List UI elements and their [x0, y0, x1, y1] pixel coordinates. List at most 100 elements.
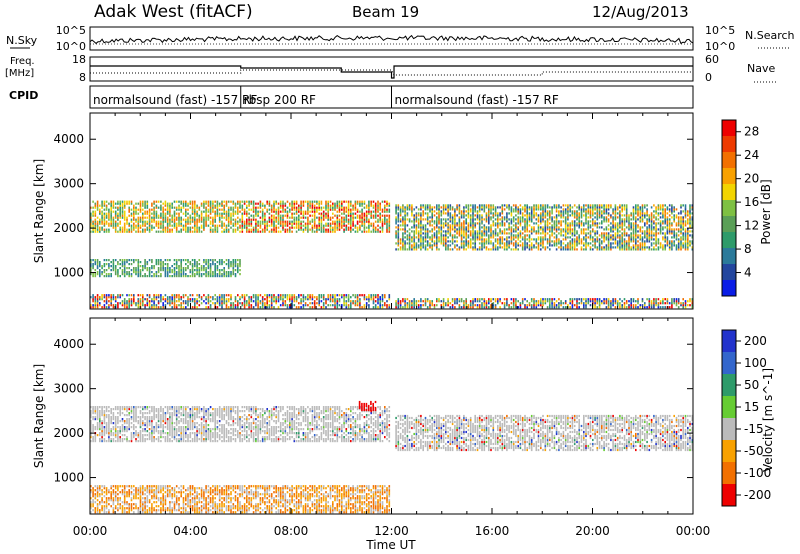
- heatmap-cell: [481, 216, 483, 219]
- heatmap-cell: [426, 220, 429, 223]
- heatmap-cell: [463, 236, 465, 239]
- heatmap-cell: [637, 236, 639, 239]
- heatmap-cell: [451, 218, 454, 221]
- heatmap-cell: [377, 220, 379, 223]
- heatmap-cell: [433, 228, 436, 231]
- heatmap-cell: [406, 206, 409, 209]
- heatmap-cell: [469, 242, 472, 245]
- heatmap-cell: [123, 298, 126, 301]
- heatmap-cell: [203, 202, 205, 205]
- heatmap-cell: [592, 212, 594, 215]
- heatmap-cell: [270, 218, 273, 221]
- heatmap-cell: [451, 242, 454, 245]
- heatmap-cell: [304, 216, 307, 219]
- heatmap-cell: [194, 222, 196, 225]
- heatmap-cell: [490, 304, 492, 307]
- heatmap-cell: [639, 244, 642, 247]
- heatmap-cell: [399, 240, 402, 243]
- heatmap-cell: [180, 200, 182, 203]
- heatmap-cell: [598, 208, 601, 211]
- heatmap-cell: [648, 218, 651, 221]
- heatmap-cell: [474, 218, 476, 221]
- heatmap-cell: [521, 298, 524, 301]
- heatmap-cell: [612, 228, 614, 231]
- heatmap-cell: [555, 304, 558, 307]
- heatmap-cell: [284, 208, 287, 211]
- heatmap-cell: [146, 267, 149, 270]
- heatmap-cell: [420, 230, 422, 233]
- heatmap-cell: [560, 302, 562, 305]
- heatmap-cell: [352, 212, 354, 215]
- heatmap-cell: [146, 302, 149, 305]
- heatmap-cell: [445, 204, 447, 207]
- heatmap-cell: [92, 222, 94, 225]
- heatmap-cell: [96, 220, 99, 223]
- heatmap-cell: [148, 306, 151, 309]
- heatmap-cell: [264, 228, 266, 231]
- heatmap-cell: [338, 228, 341, 231]
- heatmap-cell: [169, 206, 171, 209]
- heatmap-cell: [259, 200, 262, 203]
- heatmap-cell: [492, 244, 495, 247]
- heatmap-cell: [637, 218, 639, 221]
- heatmap-cell: [243, 300, 246, 303]
- heatmap-cell: [261, 208, 264, 211]
- heatmap-cell: [492, 236, 495, 239]
- heatmap-cell: [311, 208, 314, 211]
- heatmap-cell: [485, 226, 488, 229]
- heatmap-cell: [139, 265, 142, 268]
- heatmap-cell: [282, 222, 284, 225]
- heatmap-cell: [350, 204, 352, 207]
- heatmap-cell: [273, 210, 275, 213]
- heatmap-cell: [469, 230, 472, 233]
- heatmap-cell: [368, 304, 370, 307]
- heatmap-cell: [635, 238, 637, 241]
- heatmap-cell: [537, 208, 540, 211]
- heatmap-cell: [374, 206, 377, 209]
- heatmap-cell: [130, 273, 133, 276]
- heatmap-cell: [587, 300, 590, 303]
- heatmap-cell: [350, 214, 352, 217]
- heatmap-cell: [270, 296, 273, 299]
- heatmap-cell: [567, 246, 569, 249]
- heatmap-cell: [99, 302, 101, 305]
- heatmap-cell: [316, 202, 318, 205]
- heatmap-cell: [607, 248, 610, 251]
- heatmap-cell: [275, 212, 277, 215]
- heatmap-cell: [261, 306, 264, 309]
- heatmap-cell: [458, 234, 461, 237]
- heatmap-cell: [598, 304, 601, 307]
- heatmap-cell: [601, 248, 603, 251]
- heatmap-cell: [189, 218, 192, 221]
- heatmap-cell: [433, 220, 436, 223]
- heatmap-cell: [637, 206, 639, 209]
- heatmap-cell: [485, 302, 488, 305]
- heatmap-cell: [404, 208, 406, 211]
- heatmap-cell: [352, 220, 354, 223]
- heatmap-cell: [648, 216, 651, 219]
- heatmap-cell: [524, 298, 526, 301]
- heatmap-cell: [476, 304, 479, 307]
- heatmap-cell: [449, 230, 452, 233]
- heatmap-cell: [164, 228, 167, 231]
- heatmap-cell: [635, 248, 637, 251]
- heatmap-cell: [347, 222, 350, 225]
- heatmap-cell: [533, 306, 535, 309]
- heatmap-cell: [384, 216, 386, 219]
- heatmap-cell: [524, 228, 526, 231]
- heatmap-cell: [478, 210, 481, 213]
- heatmap-cell: [564, 230, 567, 233]
- heatmap-cell: [302, 230, 305, 233]
- heatmap-cell: [160, 296, 162, 299]
- heatmap-cell: [632, 222, 635, 225]
- heatmap-cell: [173, 218, 176, 221]
- heatmap-cell: [399, 206, 402, 209]
- heatmap-cell: [610, 206, 612, 209]
- heatmap-cell: [92, 304, 94, 307]
- heatmap-cell: [277, 208, 280, 211]
- heatmap-cell: [569, 214, 571, 217]
- heatmap-cell: [139, 275, 142, 278]
- heatmap-cell: [101, 202, 103, 205]
- nsearch-label: N.Search: [745, 29, 795, 42]
